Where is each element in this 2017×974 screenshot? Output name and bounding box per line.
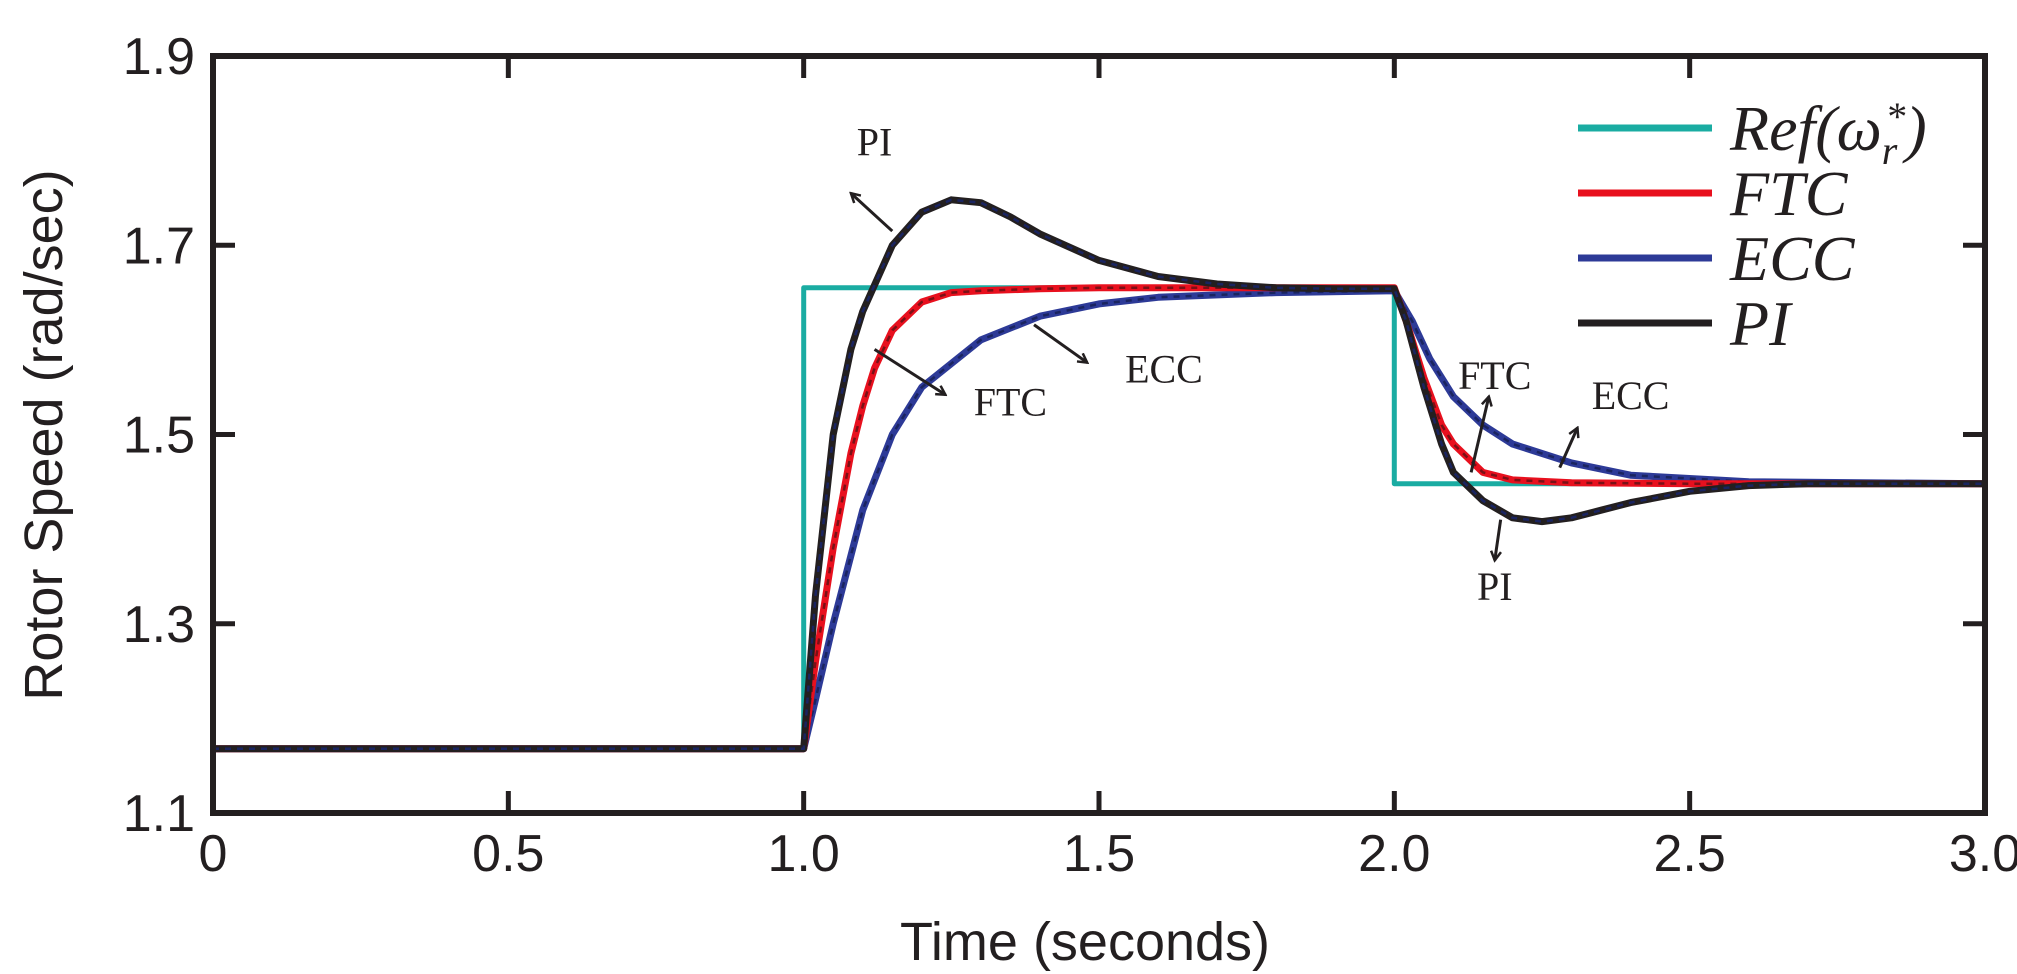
- x-tick-label: 1.0: [768, 825, 840, 883]
- annotation-label: PI: [1477, 564, 1513, 609]
- annotation-layer: PI ECC FTC FTC ECC PI: [851, 119, 1670, 609]
- series-line-ecc: [213, 287, 1985, 753]
- series-dotted-ftc: [213, 286, 1985, 750]
- series-line-pi: [213, 196, 1985, 753]
- y-axis-title: Rotor Speed (rad/sec): [14, 169, 74, 700]
- legend-label-ftc: FTC: [1729, 158, 1849, 229]
- annotation-arrow: [1558, 428, 1578, 469]
- y-tick-label: 1.9: [123, 28, 195, 86]
- series-line-ref: [213, 285, 1985, 752]
- ticks-layer: 0 0.5 1.0 1.5 2.0 2.5 3.0 1.1 1.3 1.5 1.7 1.9: [123, 28, 2017, 883]
- series-dotted-pi: [213, 198, 1985, 750]
- annotation-label: PI: [857, 119, 893, 164]
- annotation-label: FTC: [974, 380, 1047, 425]
- annotation-arrow: [851, 193, 894, 233]
- series-dotted-ecc: [213, 289, 1985, 750]
- annotation-arrow: [873, 348, 946, 394]
- x-tick-label: 3.0: [1949, 825, 2017, 883]
- annotation-label: FTC: [1458, 353, 1531, 398]
- series-line-ftc: [213, 284, 1985, 753]
- legend-label-ecc: ECC: [1729, 223, 1856, 294]
- annotation-label: ECC: [1592, 373, 1670, 418]
- series-layer: [213, 196, 1985, 753]
- x-tick-label: 0: [199, 825, 228, 883]
- x-tick-label: 0.5: [472, 825, 544, 883]
- annotation-arrow: [1469, 397, 1489, 473]
- y-tick-label: 1.3: [123, 596, 195, 654]
- legend-label-ref: Ref(ωr*): [1729, 93, 1927, 173]
- annotation-arrow: [1495, 519, 1503, 561]
- x-tick-label: 2.5: [1654, 825, 1726, 883]
- annotation-arrow: [1033, 323, 1087, 363]
- x-tick-label: 2.0: [1358, 825, 1430, 883]
- annotation-label: ECC: [1125, 346, 1203, 391]
- y-tick-label: 1.5: [123, 407, 195, 465]
- x-axis-title: Time (seconds): [900, 912, 1270, 972]
- legend-label-pi: PI: [1729, 288, 1793, 359]
- x-tick-label: 1.5: [1063, 825, 1135, 883]
- y-tick-label: 1.1: [123, 785, 195, 843]
- y-tick-label: 1.7: [123, 217, 195, 275]
- plot-frame: [210, 53, 1988, 816]
